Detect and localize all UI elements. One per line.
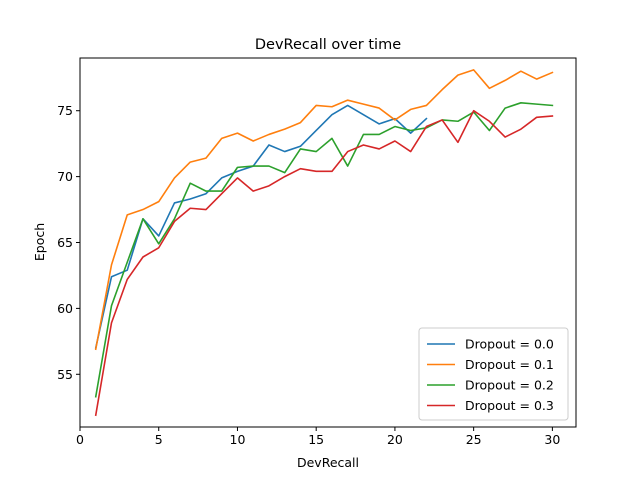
series-line-2 [94,102,554,398]
y-tick-label: 60 [57,301,73,316]
x-tick-label: 0 [76,432,84,447]
legend-label-1: Dropout = 0.1 [465,357,554,372]
x-tick-label: 25 [466,432,482,447]
legend-label-0: Dropout = 0.0 [465,337,554,352]
series-line-3 [94,109,554,417]
x-axis-ticks: 0 5 10 15 20 25 30 [76,427,560,447]
plot-area: 0 5 10 15 20 25 30 55 60 65 70 75 [57,57,577,447]
x-tick-label: 20 [387,432,403,447]
y-tick-label: 65 [57,235,73,250]
legend-label-2: Dropout = 0.2 [465,378,554,393]
y-tick-label: 55 [57,367,73,382]
x-tick-label: 10 [230,432,246,447]
legend-box [418,327,569,421]
chart-title: DevRecall over time [255,37,401,53]
series-layer [94,69,554,417]
x-tick-label: 30 [544,432,560,447]
x-tick-label: 15 [308,432,324,447]
series-line-0 [94,104,428,349]
y-axis-label: Epoch [32,223,47,261]
y-tick-label: 70 [57,169,73,184]
legend: Dropout = 0.0 Dropout = 0.1 Dropout = 0.2 D… [418,327,569,421]
y-tick-label: 75 [57,103,73,118]
y-axis-ticks: 55 60 65 70 75 [57,103,80,382]
series-line-1 [94,69,554,351]
legend-label-3: Dropout = 0.3 [465,398,554,413]
x-axis-label: DevRecall [297,455,359,470]
x-tick-label: 5 [155,432,163,447]
